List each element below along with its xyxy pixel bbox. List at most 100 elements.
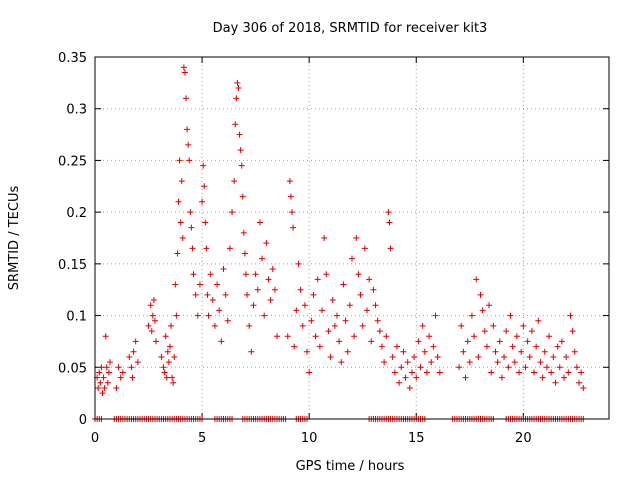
data-point xyxy=(176,157,183,164)
data-point xyxy=(181,69,188,76)
data-point xyxy=(567,312,574,319)
data-point xyxy=(483,343,490,350)
data-point xyxy=(172,281,179,288)
data-point xyxy=(323,271,330,278)
data-point xyxy=(349,255,355,262)
data-point xyxy=(475,353,482,360)
data-point xyxy=(119,369,126,376)
data-point xyxy=(516,369,523,376)
data-point xyxy=(115,364,122,371)
data-point xyxy=(287,193,294,200)
data-point xyxy=(346,302,353,309)
data-point xyxy=(363,307,370,314)
y-tick-label: 0.35 xyxy=(58,51,87,66)
plot-frame xyxy=(94,56,610,420)
data-point xyxy=(274,333,281,340)
points-layer xyxy=(92,64,587,422)
data-point xyxy=(150,297,157,304)
data-point xyxy=(220,266,227,273)
data-point xyxy=(415,338,422,345)
data-point xyxy=(541,348,548,355)
data-point xyxy=(129,374,136,381)
data-point xyxy=(98,364,105,371)
data-point xyxy=(153,338,160,345)
data-point xyxy=(314,276,321,283)
data-point xyxy=(250,302,257,309)
data-point xyxy=(306,369,313,376)
data-point xyxy=(265,276,272,283)
data-point xyxy=(334,312,341,319)
y-tick-label: 0.25 xyxy=(58,154,87,169)
data-point xyxy=(192,291,199,298)
data-point xyxy=(201,183,208,190)
data-point xyxy=(563,353,570,360)
data-point xyxy=(501,353,508,360)
data-point xyxy=(434,353,441,360)
data-point xyxy=(569,328,576,335)
data-point xyxy=(130,348,137,355)
data-point xyxy=(126,353,133,360)
data-point xyxy=(552,379,559,386)
data-point xyxy=(207,271,214,278)
data-point xyxy=(293,307,300,314)
data-point xyxy=(404,359,411,366)
data-point xyxy=(419,322,426,329)
data-point xyxy=(200,162,207,169)
data-point xyxy=(308,317,315,324)
data-point xyxy=(316,343,323,350)
data-point xyxy=(520,322,527,329)
data-point xyxy=(254,286,261,293)
data-point xyxy=(267,297,274,304)
data-point xyxy=(353,235,360,241)
data-point xyxy=(161,369,168,376)
data-point xyxy=(289,209,296,216)
data-point xyxy=(106,359,113,366)
data-point xyxy=(344,348,351,355)
data-point xyxy=(496,338,503,345)
data-point xyxy=(503,328,510,335)
data-point xyxy=(578,369,585,376)
data-point xyxy=(102,333,109,340)
data-point xyxy=(95,384,102,391)
data-point xyxy=(145,322,152,329)
data-point xyxy=(436,369,443,376)
data-point xyxy=(376,328,383,335)
data-point xyxy=(290,224,297,231)
data-point xyxy=(526,353,533,360)
data-point xyxy=(550,353,557,360)
data-point xyxy=(458,322,465,329)
data-point xyxy=(183,95,190,102)
data-point xyxy=(329,297,336,304)
data-point xyxy=(385,209,392,216)
data-point xyxy=(259,255,266,262)
data-point xyxy=(222,291,229,298)
chart-title: Day 306 of 2018, SRMTID for receiver kit… xyxy=(213,21,488,36)
tick-layer: 0 0.05 0.1 0.15 0.2 0.25 0.3 0.35 0 5 10 15 20 xyxy=(58,51,609,446)
data-point xyxy=(546,333,553,340)
data-point xyxy=(402,374,409,381)
data-point xyxy=(240,229,247,236)
data-point xyxy=(134,359,141,366)
data-point xyxy=(242,271,249,278)
data-point xyxy=(190,271,197,278)
data-point xyxy=(479,307,486,314)
data-point xyxy=(269,266,276,273)
data-point xyxy=(310,291,317,298)
data-point xyxy=(103,364,110,371)
data-point xyxy=(571,348,578,355)
x-axis-label: GPS time / hours xyxy=(296,459,405,474)
data-point xyxy=(252,271,259,278)
data-point xyxy=(224,317,231,324)
data-point xyxy=(148,328,155,335)
data-point xyxy=(194,312,201,319)
data-point xyxy=(423,369,430,376)
data-point xyxy=(188,224,195,231)
data-point xyxy=(226,245,233,252)
data-point xyxy=(237,147,244,154)
y-tick-label: 0.05 xyxy=(58,361,87,376)
data-point xyxy=(211,322,218,329)
data-point xyxy=(204,291,211,298)
data-point xyxy=(490,322,497,329)
data-point xyxy=(372,302,379,309)
data-point xyxy=(386,219,393,226)
